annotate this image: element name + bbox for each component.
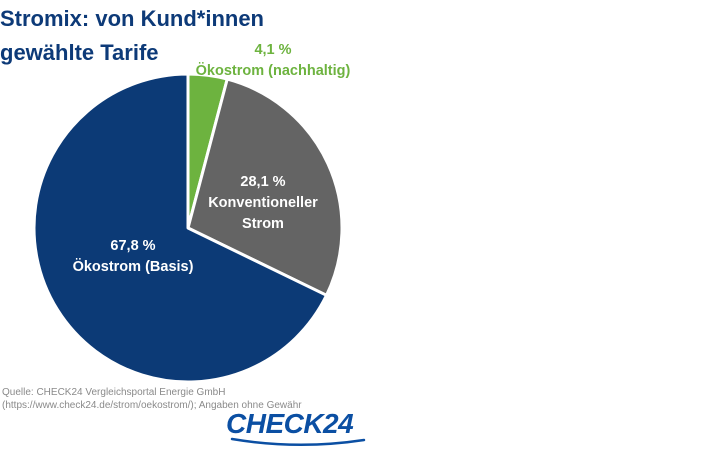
slice-value-label: 67,8 % — [110, 238, 155, 254]
chart-title-line-1: Stromix: von Kund*innen — [0, 6, 264, 31]
slice-name-label: Ökostrom (Basis) — [73, 258, 194, 275]
slice-name-label: Ökostrom (nachhaltig) — [196, 62, 351, 79]
slice-label-2: 67,8 % Ökostrom (Basis) — [73, 238, 194, 275]
slice-label-0: 4,1 % Ökostrom (nachhaltig) — [196, 42, 351, 79]
check24-logo: CHECK24 — [226, 409, 376, 449]
source-line-1: Quelle: CHECK24 Vergleichsportal Energie… — [2, 387, 226, 398]
pie-slice-1 — [186, 77, 344, 297]
pie-slice-2 — [32, 72, 329, 384]
slice-name-label: Konventioneller — [208, 195, 318, 211]
slice-value-label: 4,1 % — [254, 42, 291, 58]
source-note: Quelle: CHECK24 Vergleichsportal Energie… — [2, 386, 362, 412]
chart-title-line-2: gewählte Tarife — [0, 40, 159, 65]
source-line-2: (https://www.check24.de/strom/oekostrom/… — [2, 400, 302, 411]
chart-title: Stromix: von Kund*innen gewählte Tarife — [0, 2, 420, 70]
logo-swoosh-icon — [230, 437, 366, 446]
slice-label-1: 28,1 % Konventioneller Strom — [208, 174, 318, 232]
slice-value-label: 28,1 % — [240, 174, 285, 190]
slice-name-label: Strom — [242, 216, 284, 232]
logo-text: CHECK24 — [226, 408, 354, 439]
